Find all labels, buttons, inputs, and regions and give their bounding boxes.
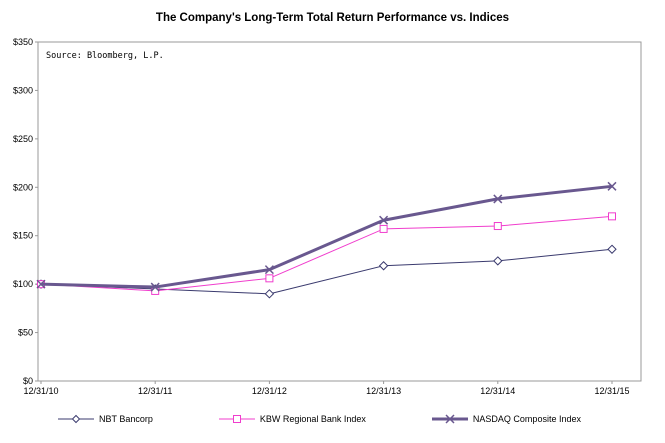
x-axis-tick-label: 12/31/15 (594, 386, 629, 396)
y-axis-tick-label: $100 (13, 279, 33, 289)
data-point-square (493, 222, 502, 231)
data-point-diamond (264, 289, 275, 299)
series-line-nasdaq-composite-index (40, 184, 613, 289)
data-point-diamond (493, 256, 503, 266)
x-axis-tick-label: 12/31/13 (366, 386, 401, 396)
x-axis-tick-label: 12/31/10 (23, 386, 58, 396)
data-point-x (607, 181, 617, 191)
y-axis-tick-label: $50 (18, 328, 33, 338)
legend-item-nbt-bancorp: NBT Bancorp (58, 414, 153, 424)
legend-line-sample-diamond (58, 414, 94, 424)
source-note: Source: Bloomberg, L.P. (46, 51, 164, 61)
legend-item-nasdaq-composite-index: NASDAQ Composite Index (431, 414, 581, 424)
data-point-x (379, 215, 389, 225)
y-axis-tick-label: $200 (13, 182, 33, 192)
data-point-x (150, 282, 160, 292)
legend-line-sample-x (431, 414, 468, 424)
legend-label: NBT Bancorp (99, 414, 153, 424)
chart-title: The Company's Long-Term Total Return Per… (155, 12, 510, 24)
legend-label: NASDAQ Composite Index (472, 414, 581, 424)
data-point-diamond (378, 261, 389, 271)
y-axis-tick-label: $350 (13, 37, 33, 47)
data-point-square (265, 274, 274, 283)
legend: NBT Bancorp KBW Regional Bank Index NASD… (0, 414, 665, 424)
series-line-kbw-regional-bank-index (40, 215, 613, 292)
data-point-x (264, 265, 274, 275)
data-point-x (493, 194, 503, 204)
legend-label: KBW Regional Bank Index (259, 414, 366, 424)
data-point-diamond (607, 244, 617, 254)
y-axis-tick-label: $0 (23, 376, 33, 386)
legend-line-sample-square (218, 415, 255, 423)
x-axis-tick-label: 12/31/12 (252, 386, 287, 396)
x-axis-tick-label: 12/31/14 (480, 386, 515, 396)
data-point-x (36, 279, 46, 289)
y-axis-tick-label: $150 (13, 231, 33, 241)
plot-border (37, 41, 642, 382)
y-axis-tick-label: $300 (13, 85, 33, 95)
series-line-nbt-bancorp (40, 248, 613, 295)
data-point-square (379, 224, 388, 233)
legend-item-kbw-regional-bank-index: KBW Regional Bank Index (218, 414, 366, 424)
data-point-square (608, 212, 616, 221)
x-axis-tick-label: 12/31/11 (138, 386, 172, 396)
y-axis-tick-label: $250 (13, 134, 33, 144)
